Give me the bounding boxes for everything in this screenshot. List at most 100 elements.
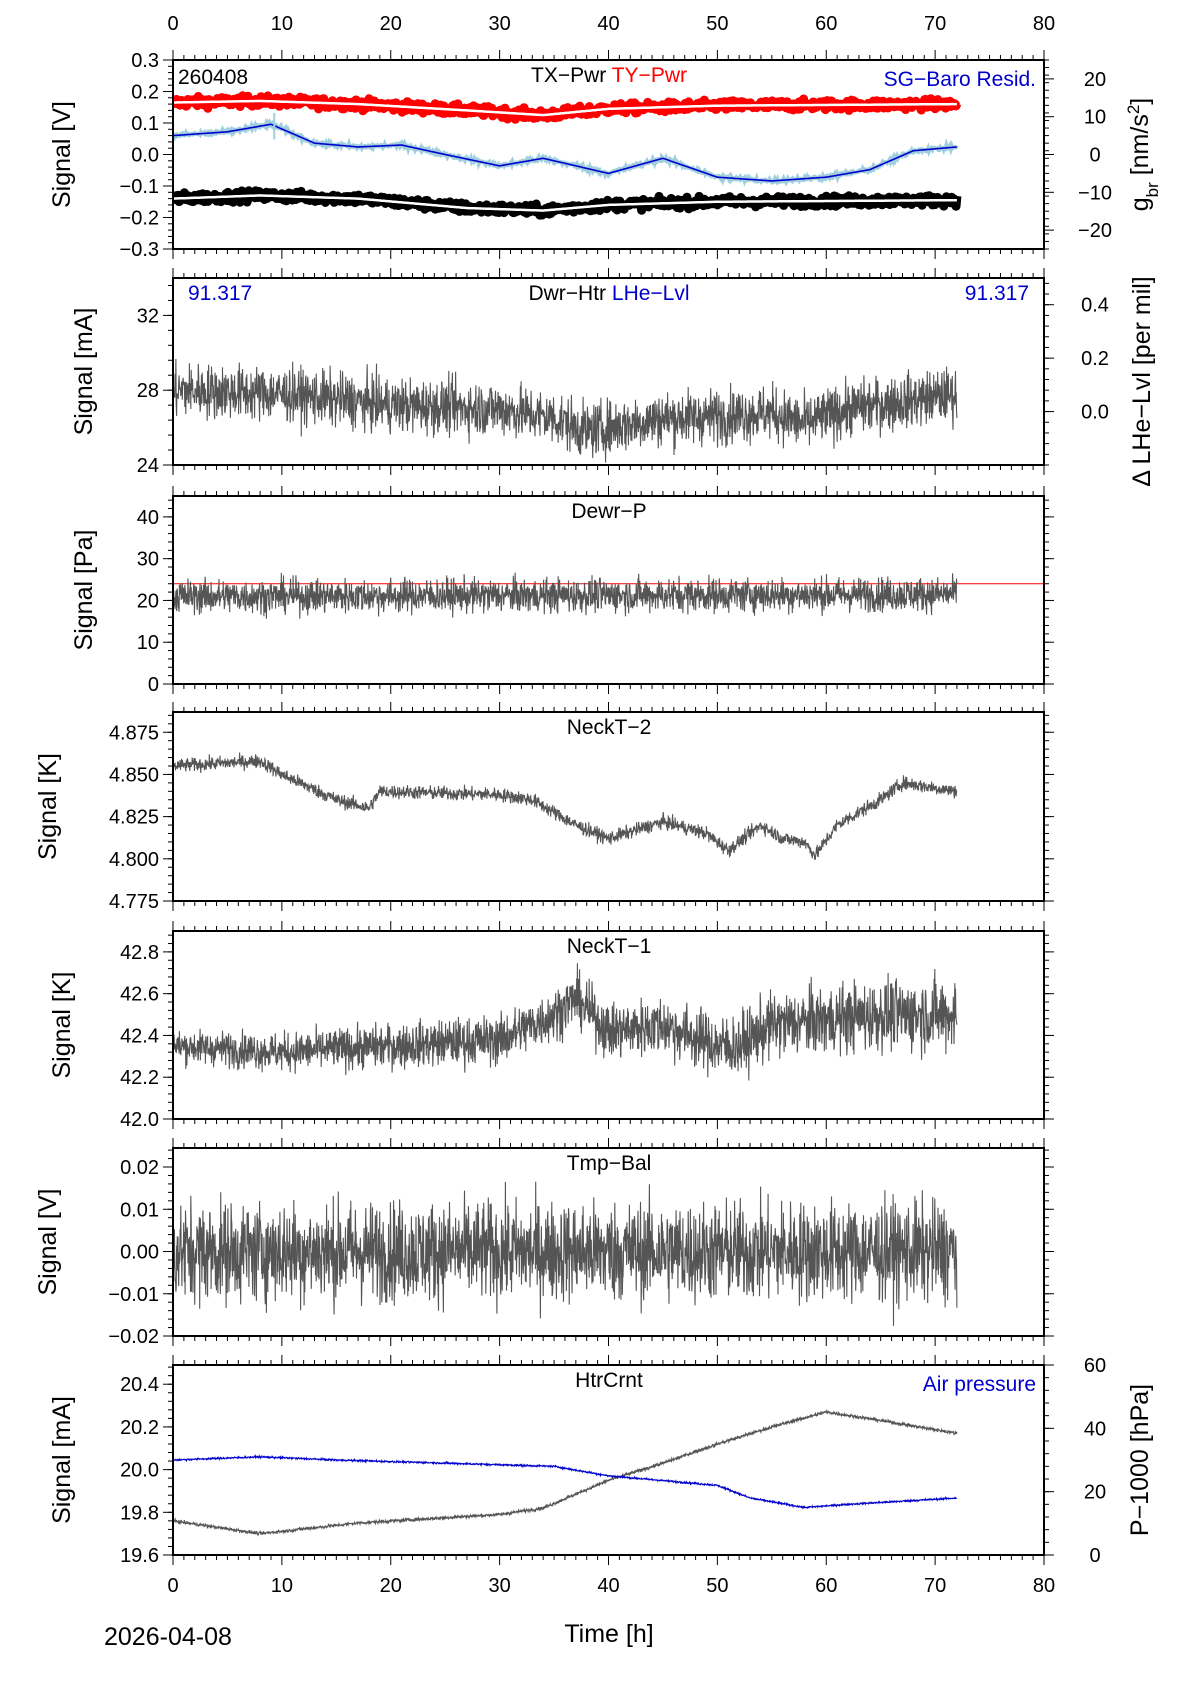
series-htrcrnt	[173, 1408, 958, 1537]
y-tick-label: −0.1	[120, 176, 159, 198]
panel-6: 0 10 20 30 40 50 60 70 80 19.6 19.8 20.0 20.2 20.4 Sig…	[48, 1355, 1154, 1597]
y-tick-label: 20.0	[120, 1460, 159, 1482]
y-tick-label: 4.850	[109, 764, 159, 786]
panel-3: 4.775 4.800 4.825 4.850 4.875 Signal [K] NeckT…	[34, 702, 1054, 913]
right-tick-label: −10	[1078, 182, 1112, 204]
panel-5: −0.02 −0.01 0.00 0.01 0.02 Signal [V] Tmp−Bal	[34, 1138, 1054, 1348]
x-tick-label: 70	[924, 1575, 946, 1597]
right-tick-label: 0	[1089, 145, 1100, 167]
y-tick-label: 42.2	[120, 1067, 159, 1089]
y-tick-label: −0.01	[108, 1284, 159, 1306]
panel-4: 42.0 42.2 42.4 42.6 42.8 Signal [K] NeckT−1	[48, 921, 1054, 1131]
y-tick-label: 20.2	[120, 1417, 159, 1439]
y-axis-label: Signal [K]	[48, 971, 76, 1078]
y-tick-label: 42.4	[120, 1025, 159, 1047]
x-tick-label: 10	[271, 13, 293, 35]
x-tick-label: 50	[706, 13, 728, 35]
panel-title: Tmp−Bal	[567, 1152, 652, 1175]
station-code: 260408	[178, 66, 248, 89]
y-tick-label: 0.2	[131, 82, 159, 104]
right-tick-label: 40	[1084, 1418, 1106, 1440]
panel-title-part: Dewr−P	[571, 500, 646, 523]
series-mean-line	[173, 194, 957, 212]
series-group	[173, 963, 958, 1081]
series-dwr-htr	[173, 358, 958, 463]
legend-air-pressure: Air pressure	[923, 1373, 1036, 1396]
y-tick-label: −0.3	[120, 239, 159, 261]
y-tick-label: −0.02	[108, 1326, 159, 1348]
x-tick-label: 50	[706, 1575, 728, 1597]
panel-title: Dwr−Htr LHe−Lvl	[528, 282, 689, 305]
panel-2: 0 10 20 30 40 Signal [Pa] Dewr−P	[70, 486, 1054, 696]
right-axis-label-part: br	[1143, 182, 1162, 197]
y-tick-label: 32	[137, 305, 159, 327]
right-tick-label: 20	[1084, 69, 1106, 91]
y-axis-label: Signal [mA]	[48, 1396, 76, 1524]
y-tick-label: 0.00	[120, 1242, 159, 1264]
y-tick-label: 0.0	[131, 145, 159, 167]
panel-title-part: Dwr−Htr	[528, 282, 606, 305]
date-label: 2026-04-08	[104, 1623, 232, 1651]
y-tick-label: 19.8	[120, 1502, 159, 1524]
y-tick-label: 19.6	[120, 1545, 159, 1567]
right-axis-label-part: 2	[1124, 105, 1143, 114]
panel-title-part: NeckT−2	[567, 716, 652, 739]
y-axis-label: Signal [mA]	[70, 308, 98, 436]
x-axis-label: Time [h]	[564, 1620, 653, 1648]
series-group	[173, 1408, 958, 1537]
y-tick-label: 40	[137, 507, 159, 529]
series-group	[173, 572, 1044, 619]
x-tick-label: 0	[167, 1575, 178, 1597]
series-mean-line	[173, 99, 957, 117]
x-tick-label: 20	[380, 13, 402, 35]
panel-1: 24 28 32 Signal [mA] 0.0 0.2 0.4 Δ LHe−Lvl [per…	[70, 268, 1156, 487]
y-axis-label: Signal [Pa]	[70, 530, 98, 651]
right-axis-label: Δ LHe−Lvl [per mil]	[1128, 276, 1156, 487]
panel-frame	[172, 1364, 1045, 1556]
right-tick-label: 60	[1084, 1355, 1106, 1377]
x-tick-label: 30	[489, 1575, 511, 1597]
right-tick-label: 0.2	[1081, 348, 1109, 370]
x-tick-label: 10	[271, 1575, 293, 1597]
right-tick-label: 0.4	[1081, 295, 1109, 317]
y-tick-label: 20.4	[120, 1374, 159, 1396]
panel-title: HtrCrnt	[575, 1369, 643, 1392]
right-axis-label-part: P−1000 [hPa]	[1126, 1384, 1154, 1536]
right-tick-label: 20	[1084, 1482, 1106, 1504]
right-axis-label-part: g	[1126, 197, 1154, 211]
x-tick-label: 80	[1033, 1575, 1055, 1597]
y-tick-label: 4.800	[109, 849, 159, 871]
y-tick-label: 30	[137, 549, 159, 571]
y-axis-label: Signal [K]	[34, 753, 62, 860]
y-tick-label: 10	[137, 632, 159, 654]
x-tick-label: 70	[924, 13, 946, 35]
right-axis-label-part: Δ LHe−Lvl [per mil]	[1128, 276, 1156, 487]
y-tick-label: 0.1	[131, 113, 159, 135]
panel-title: NeckT−2	[567, 716, 652, 739]
series-tmp-bal	[173, 1181, 958, 1326]
series-neckt-1	[173, 963, 958, 1081]
series-tx-pwr	[173, 186, 962, 220]
right-tick-label: 0.0	[1081, 402, 1109, 424]
y-tick-label: −0.2	[120, 208, 159, 230]
y-tick-label: 28	[137, 380, 159, 402]
y-tick-label: 4.825	[109, 807, 159, 829]
series-group	[173, 358, 958, 463]
right-tick-label: 10	[1084, 107, 1106, 129]
x-tick-label: 30	[489, 13, 511, 35]
right-axis-label: P−1000 [hPa]	[1126, 1384, 1154, 1536]
panel-title: TX−Pwr TY−Pwr	[531, 64, 687, 87]
panel-frame	[172, 711, 1045, 902]
panel-title-part: LHe−Lvl	[606, 282, 689, 305]
series-sg-baro-resid-	[173, 123, 957, 182]
series-halo	[173, 117, 959, 187]
x-tick-label: 40	[597, 13, 619, 35]
x-tick-label: 60	[815, 13, 837, 35]
y-tick-label: 24	[137, 455, 159, 477]
panel-title-part: TY−Pwr	[606, 64, 687, 87]
panel-title: Dewr−P	[571, 500, 646, 523]
panel-title-part: HtrCrnt	[575, 1369, 643, 1392]
y-tick-label: 42.8	[120, 942, 159, 964]
right-axis-label: gbr [nm/s2]	[1124, 98, 1162, 212]
y-tick-label: 0.01	[120, 1199, 159, 1221]
